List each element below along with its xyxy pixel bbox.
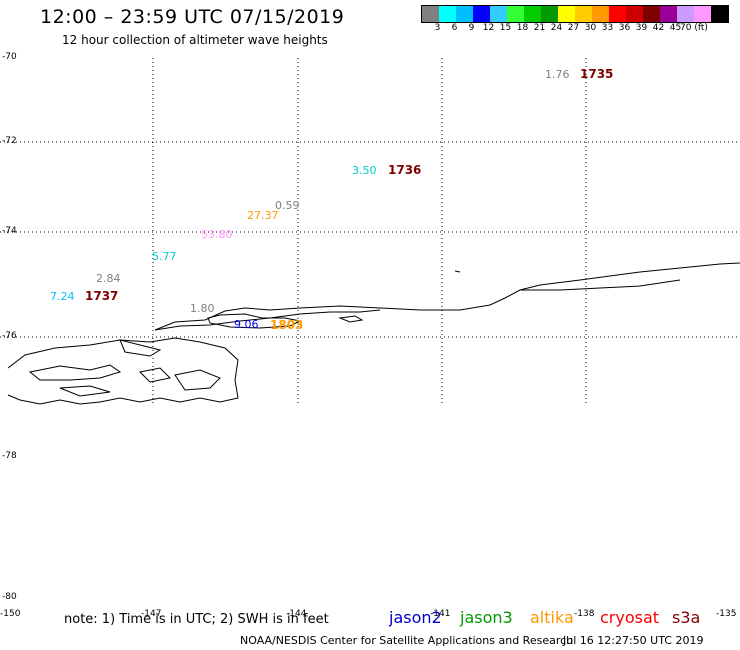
pass-time-label: 1735 <box>580 67 614 81</box>
lon-label: -141 <box>430 609 451 619</box>
color-swatch <box>677 6 694 22</box>
color-scale-bar <box>421 5 729 23</box>
color-swatch <box>507 6 524 22</box>
coastline <box>7 262 740 405</box>
wave-height-label: 3.50 <box>352 164 377 177</box>
legend-jason3: jason3 <box>460 608 513 627</box>
color-scale-label: 21 <box>533 23 546 33</box>
wave-height-label: 27.37 <box>247 209 279 222</box>
color-swatch <box>524 6 541 22</box>
lat-label: -78 <box>2 451 17 461</box>
lon-label: -147 <box>141 609 162 619</box>
color-scale-label: 42 <box>652 23 665 33</box>
wave-height-label: 1.80 <box>190 302 215 315</box>
color-scale-label: 27 <box>567 23 580 33</box>
graticule <box>0 58 740 405</box>
color-scale-label: 45 <box>669 23 682 33</box>
lat-label: -76 <box>2 331 17 341</box>
footer-credit: NOAA/NESDIS Center for Satellite Applica… <box>240 634 574 647</box>
color-scale-label: 15 <box>499 23 512 33</box>
color-scale-label: 3 <box>434 23 441 33</box>
color-scale-label: 24 <box>550 23 563 33</box>
color-swatch <box>473 6 490 22</box>
map-title: 12:00 – 23:59 UTC 07/15/2019 <box>40 6 345 28</box>
color-scale-label: 36 <box>618 23 631 33</box>
units-note: note: 1) Time is in UTC; 2) SWH is in fe… <box>64 612 329 627</box>
lat-label: -74 <box>2 226 17 236</box>
lat-label: -70 <box>2 52 17 62</box>
color-swatch <box>422 6 439 22</box>
legend-s3a: s3a <box>672 608 701 627</box>
wave-height-label: 2.84 <box>96 272 121 285</box>
color-scale-label: 33 <box>601 23 614 33</box>
wave-height-label: 9.06 <box>234 318 259 331</box>
color-swatch <box>609 6 626 22</box>
footer-timestamp: Jul 16 12:27:50 UTC 2019 <box>563 634 704 647</box>
color-swatch <box>592 6 609 22</box>
legend-jason2: jason2 <box>389 608 442 627</box>
wave-height-label: 5.77 <box>152 250 177 263</box>
color-scale-label: 39 <box>635 23 648 33</box>
color-scale-label: 9 <box>468 23 475 33</box>
color-swatch <box>694 6 711 22</box>
color-swatch <box>490 6 507 22</box>
wave-height-label: 53.80 <box>201 228 233 241</box>
lon-label: -144 <box>286 609 307 619</box>
color-swatch <box>575 6 592 22</box>
color-swatch <box>643 6 660 22</box>
color-scale-label: 30 <box>584 23 597 33</box>
color-scale-label: 18 <box>516 23 529 33</box>
color-swatch <box>711 6 728 22</box>
color-swatch <box>456 6 473 22</box>
map-subtitle: 12 hour collection of altimeter wave hei… <box>62 33 328 47</box>
lon-label: -135 <box>716 609 737 619</box>
color-scale-label: 70 (ft) <box>680 23 708 33</box>
wave-height-label: 7.24 <box>50 290 75 303</box>
color-swatch <box>439 6 456 22</box>
color-swatch <box>660 6 677 22</box>
lat-label: -72 <box>2 136 17 146</box>
lat-label: -80 <box>2 592 17 602</box>
color-swatch <box>558 6 575 22</box>
color-swatch <box>541 6 558 22</box>
color-scale-label: 6 <box>451 23 458 33</box>
lon-label: -138 <box>574 609 595 619</box>
wave-height-label: 0.59 <box>275 199 300 212</box>
lon-label: -150 <box>0 609 21 619</box>
pass-time-label: 1737 <box>85 289 119 303</box>
pass-time-label: 1803 <box>270 318 304 332</box>
color-swatch <box>626 6 643 22</box>
wave-height-label: 1.76 <box>545 68 570 81</box>
legend-altika: altika <box>530 608 574 627</box>
pass-time-label: 1736 <box>388 163 422 177</box>
color-scale-label: 12 <box>482 23 495 33</box>
legend-cryosat: cryosat <box>600 608 660 627</box>
